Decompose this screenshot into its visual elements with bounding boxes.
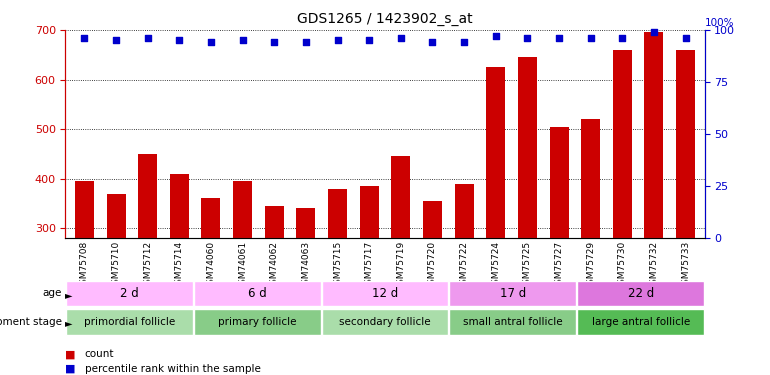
Point [490,33,502,39]
Bar [644,33,664,375]
Bar [66,280,192,306]
Bar [454,184,474,375]
Bar [578,309,704,334]
Title: GDS1265 / 1423902_s_at: GDS1265 / 1423902_s_at [297,12,473,26]
Bar [106,194,126,375]
Text: small antral follicle: small antral follicle [463,316,563,327]
Bar [581,119,600,375]
Text: 100%: 100% [705,18,734,28]
Text: count: count [85,349,114,359]
Text: 6 d: 6 d [248,287,266,300]
Point [363,38,375,44]
Bar [391,156,410,375]
Text: 2 d: 2 d [120,287,139,300]
Bar [613,50,631,375]
Bar [578,280,704,306]
Bar [170,174,189,375]
Point [648,29,660,35]
Bar [194,309,320,334]
Point [521,35,534,41]
Bar [423,201,442,375]
Bar [296,209,316,375]
Text: age: age [42,288,62,298]
Text: large antral follicle: large antral follicle [591,316,690,327]
Point [173,38,186,44]
Bar [328,189,347,375]
Point [236,38,249,44]
Bar [322,280,448,306]
Point [584,35,597,41]
Bar [322,309,448,334]
Point [110,38,122,44]
Point [553,35,565,41]
Bar [486,67,505,375]
Point [142,35,154,41]
Bar [194,280,320,306]
Point [300,39,312,45]
Text: percentile rank within the sample: percentile rank within the sample [85,364,260,374]
Bar [518,57,537,375]
Bar [360,186,379,375]
Text: 22 d: 22 d [628,287,654,300]
Text: development stage: development stage [0,316,62,327]
Text: ►: ► [65,318,72,328]
Bar [66,309,192,334]
Text: 17 d: 17 d [500,287,526,300]
Bar [233,181,252,375]
Bar [450,280,576,306]
Point [679,35,691,41]
Point [458,39,470,45]
Text: ►: ► [65,290,72,300]
Text: ■: ■ [65,364,76,374]
Bar [550,127,568,375]
Point [395,35,407,41]
Bar [450,309,576,334]
Text: primary follicle: primary follicle [218,316,296,327]
Point [331,38,343,44]
Point [79,35,91,41]
Text: primordial follicle: primordial follicle [84,316,175,327]
Point [205,39,217,45]
Point [427,39,439,45]
Bar [75,181,94,375]
Bar [265,206,284,375]
Point [616,35,628,41]
Bar [202,198,220,375]
Text: 12 d: 12 d [372,287,398,300]
Text: ■: ■ [65,349,76,359]
Bar [676,50,695,375]
Text: secondary follicle: secondary follicle [340,316,430,327]
Point [268,39,280,45]
Bar [139,154,157,375]
